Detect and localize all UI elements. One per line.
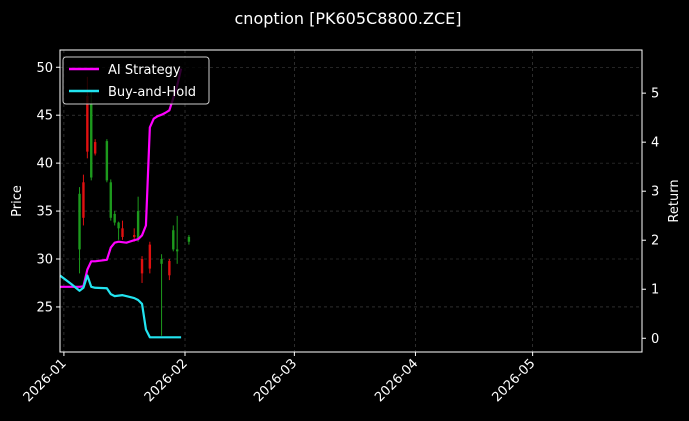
price-axis: 25 30 35 40 45 50 [36,61,60,315]
price-tick-label: 30 [36,253,53,268]
plot-frame [59,49,643,353]
candle-body [78,193,81,250]
candle-body [82,182,85,218]
candle-body [140,259,144,274]
candle [160,254,163,336]
return-tick-label: 5 [651,87,659,102]
chart-title: cnoption [PK605C8800.ZCE] [235,9,462,28]
candle-body [113,213,116,223]
series-line-ai-strategy [60,68,183,288]
series-line-buy-and-hold [59,274,182,339]
candle-body [117,222,120,229]
candle [93,139,97,156]
candle-body [121,228,124,237]
legend-label-buy-and-hold: Buy-and-Hold [108,85,196,100]
return-tick-label: 4 [651,136,659,151]
return-lines [59,68,183,339]
price-tick-label: 45 [36,109,53,124]
candle [121,220,124,240]
candle [82,174,85,226]
candle-body [109,182,112,218]
price-tick-label: 50 [36,61,53,76]
candle [117,221,120,240]
price-tick-label: 40 [36,157,53,172]
candle [148,241,152,274]
candle [175,215,179,264]
candle-body [168,260,171,276]
candle-body [175,249,179,252]
return-tick-label: 0 [651,332,659,347]
return-axis-label: Return [667,179,682,222]
candle [168,259,171,281]
return-axis: 0 1 2 3 4 5 [642,87,659,347]
price-axis-label: Price [10,185,25,217]
candle [113,211,116,226]
candle [109,179,112,221]
candle-body [172,230,175,250]
legend-label-ai-strategy: AI Strategy [108,63,181,78]
candle-body [90,103,93,178]
candle-body [187,236,191,242]
return-tick-label: 3 [651,185,659,200]
candle [90,91,93,181]
candle-body [133,235,136,237]
legend: AI Strategy Buy-and-Hold [62,56,210,105]
candle [105,139,109,183]
price-tick-label: 35 [36,205,53,220]
candle-body [86,96,89,152]
candle-body [160,259,163,264]
return-tick-label: 1 [651,283,659,298]
candle-body [136,211,140,240]
candle-body [148,244,152,269]
candle-body [93,142,97,154]
candle [172,225,175,252]
candle-body [105,141,109,181]
legend-box [62,56,210,105]
price-tick-label: 25 [36,300,53,315]
return-tick-label: 2 [651,234,659,249]
candle [140,256,144,283]
candle [187,235,191,245]
candle [136,196,140,242]
candle [78,187,81,274]
candles [78,76,191,336]
